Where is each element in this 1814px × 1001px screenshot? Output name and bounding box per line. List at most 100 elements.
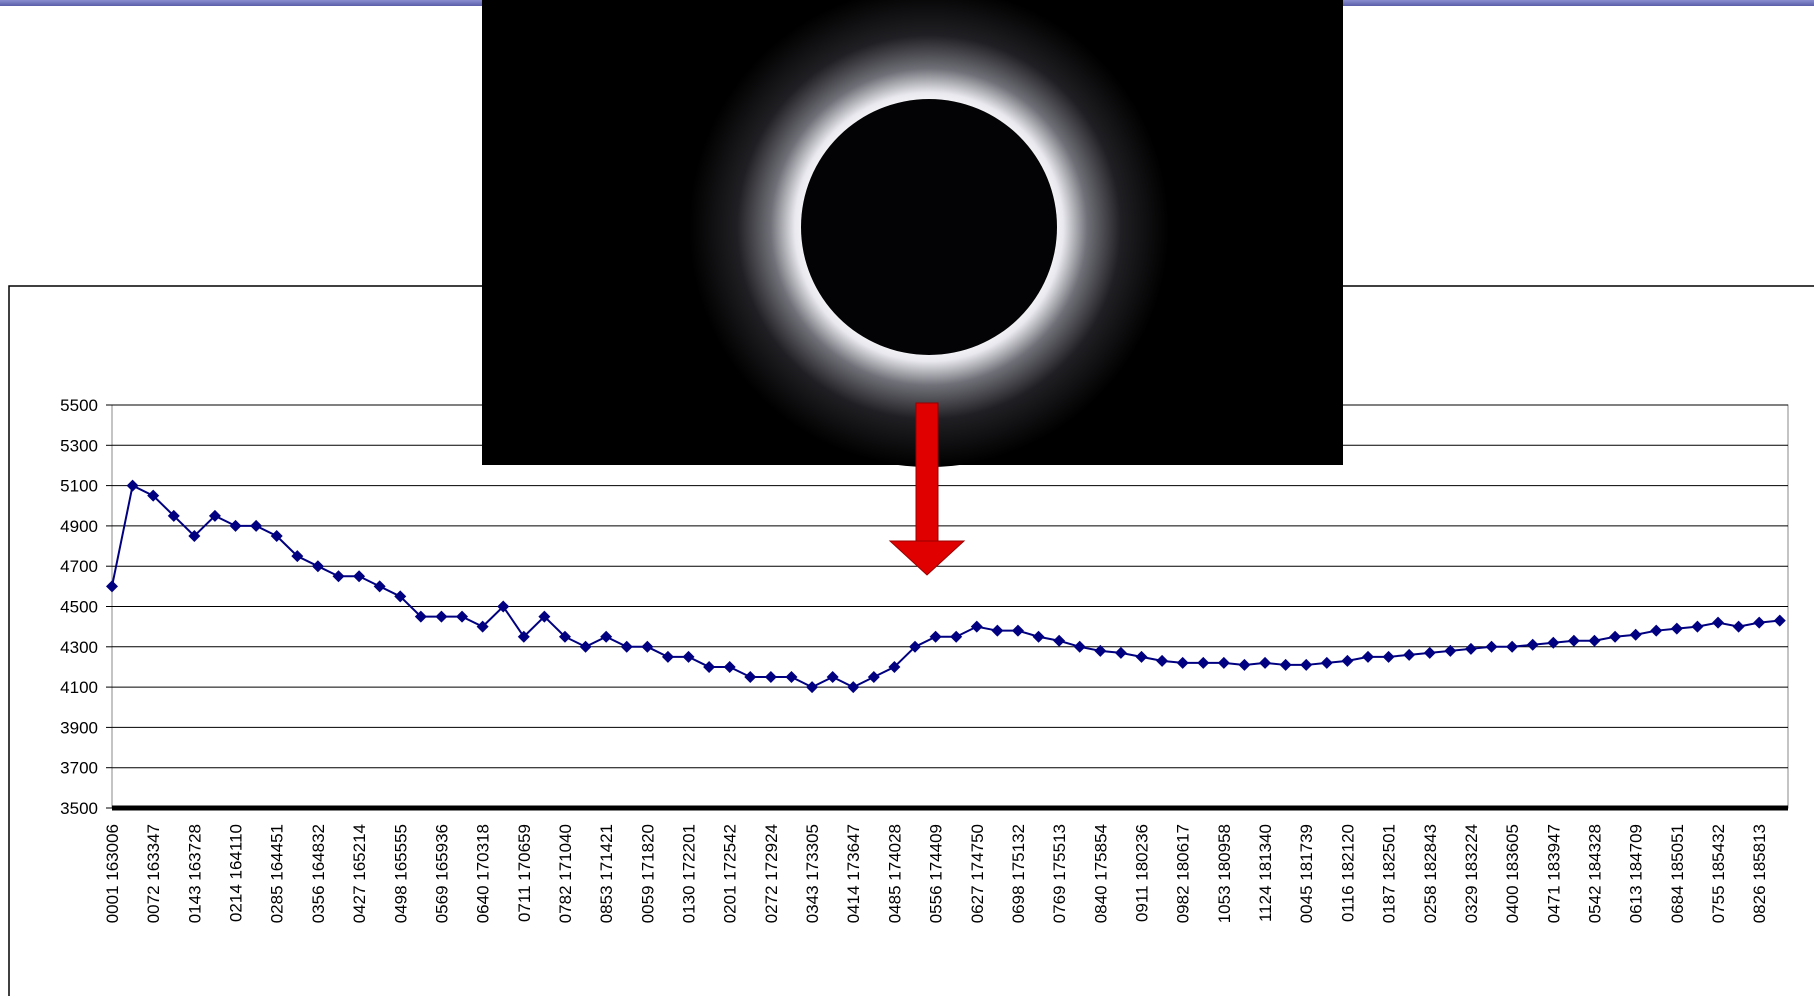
x-tick-label: 0116 182120 <box>1338 824 1357 922</box>
point-marker <box>620 640 633 653</box>
point-marker <box>270 529 283 542</box>
x-tick-label: 0911 180236 <box>1133 824 1152 922</box>
x-tick-label: 0427 165214 <box>350 824 369 923</box>
point-marker <box>1506 640 1519 653</box>
x-tick-label: 0711 170659 <box>515 824 534 922</box>
x-tick-label: 0045 181739 <box>1297 824 1316 923</box>
red-arrow <box>888 402 966 576</box>
point-marker <box>167 509 180 522</box>
point-marker <box>1773 614 1786 627</box>
point-marker <box>1300 658 1313 671</box>
point-marker <box>1753 616 1766 629</box>
point-marker <box>332 570 345 583</box>
x-tick-label: 0755 185432 <box>1709 824 1728 923</box>
point-marker <box>970 620 983 633</box>
y-tick-label: 4500 <box>60 598 98 617</box>
point-marker <box>517 630 530 643</box>
plot-area: 3500 3700 3900 4100 4300 4500 4700 4900 5100 5300… <box>60 396 1789 923</box>
point-marker <box>1732 620 1745 633</box>
x-tick-label: 0840 175854 <box>1091 824 1110 923</box>
series-line <box>111 484 1780 689</box>
point-marker <box>126 479 139 492</box>
x-tick-label: 0400 183605 <box>1503 824 1522 923</box>
x-tick-label: 0498 165555 <box>391 824 410 923</box>
point-marker <box>991 624 1004 637</box>
x-tick-label: 0258 182843 <box>1421 824 1440 923</box>
y-tick-label: 4900 <box>60 517 98 536</box>
x-tick-label: 0214 164110 <box>227 824 246 922</box>
x-tick-label: 0414 173647 <box>844 824 863 923</box>
point-marker <box>106 580 118 593</box>
point-marker <box>1176 656 1189 669</box>
x-tick-label: 0982 180617 <box>1174 824 1193 923</box>
point-marker <box>1464 642 1477 655</box>
point-marker <box>579 640 592 653</box>
x-tick-label: 0130 172201 <box>680 824 699 923</box>
point-marker <box>147 489 160 502</box>
point-marker <box>1217 656 1230 669</box>
point-marker <box>847 681 860 694</box>
point-marker <box>229 519 242 532</box>
y-tick-label: 5300 <box>60 436 98 455</box>
x-tick-label: 0684 185051 <box>1668 824 1687 923</box>
point-marker <box>1341 654 1354 667</box>
x-tick-label: 0640 170318 <box>474 824 493 923</box>
x-tick-label: 0072 163347 <box>144 824 163 923</box>
x-tick-label: 0485 174028 <box>885 824 904 923</box>
y-tick-label: 5100 <box>60 477 98 496</box>
point-marker <box>1382 650 1395 663</box>
point-marker <box>641 640 654 653</box>
eclipse-photo <box>482 0 1343 467</box>
point-marker <box>1073 640 1086 653</box>
x-tick-label: 0187 182501 <box>1380 824 1399 923</box>
point-marker <box>1361 650 1374 663</box>
point-marker <box>1670 622 1683 635</box>
x-tick-label: 0471 183947 <box>1544 824 1563 923</box>
point-marker <box>538 610 551 623</box>
point-marker <box>744 671 757 684</box>
point-marker <box>703 660 716 673</box>
point-marker <box>950 630 963 643</box>
point-marker <box>1011 624 1024 637</box>
point-marker <box>435 610 448 623</box>
x-tick-label: 0782 171040 <box>556 824 575 923</box>
point-marker <box>1238 658 1251 671</box>
point-marker <box>188 529 201 542</box>
point-marker <box>1114 646 1127 659</box>
x-tick-label: 0613 184709 <box>1627 824 1646 923</box>
point-marker <box>1259 656 1272 669</box>
point-marker <box>1650 624 1663 637</box>
point-marker <box>1485 640 1498 653</box>
point-marker <box>764 671 777 684</box>
point-marker <box>208 509 221 522</box>
x-tick-label: 0556 174409 <box>927 824 946 923</box>
point-marker <box>1526 638 1539 651</box>
y-tick-label: 4700 <box>60 557 98 576</box>
x-tick-label: 0272 172924 <box>762 824 781 923</box>
point-marker <box>558 630 571 643</box>
x-tick-label: 0627 174750 <box>968 824 987 923</box>
point-marker <box>1444 644 1457 657</box>
y-tick-label: 4100 <box>60 678 98 697</box>
x-tick-label: 0329 183224 <box>1462 824 1481 923</box>
point-marker <box>1320 656 1333 669</box>
x-tick-label: 0853 171421 <box>597 824 616 923</box>
point-marker <box>1609 630 1622 643</box>
point-marker <box>476 620 489 633</box>
x-tick-label: 0143 163728 <box>185 824 204 923</box>
point-marker <box>826 671 839 684</box>
y-tick-label: 3900 <box>60 718 98 737</box>
point-marker <box>723 660 736 673</box>
point-marker <box>1691 620 1704 633</box>
point-marker <box>888 660 901 673</box>
point-marker <box>1156 654 1169 667</box>
x-tick-label: 1053 180958 <box>1215 824 1234 923</box>
point-marker <box>867 671 880 684</box>
point-marker <box>414 610 427 623</box>
x-tick-label: 0569 165936 <box>432 824 451 923</box>
y-tick-label: 3500 <box>60 799 98 818</box>
x-tick-label: 0769 175513 <box>1050 824 1069 923</box>
x-tick-label: 0356 164832 <box>309 824 328 923</box>
point-marker <box>661 650 674 663</box>
y-tick-label: 5500 <box>60 396 98 415</box>
